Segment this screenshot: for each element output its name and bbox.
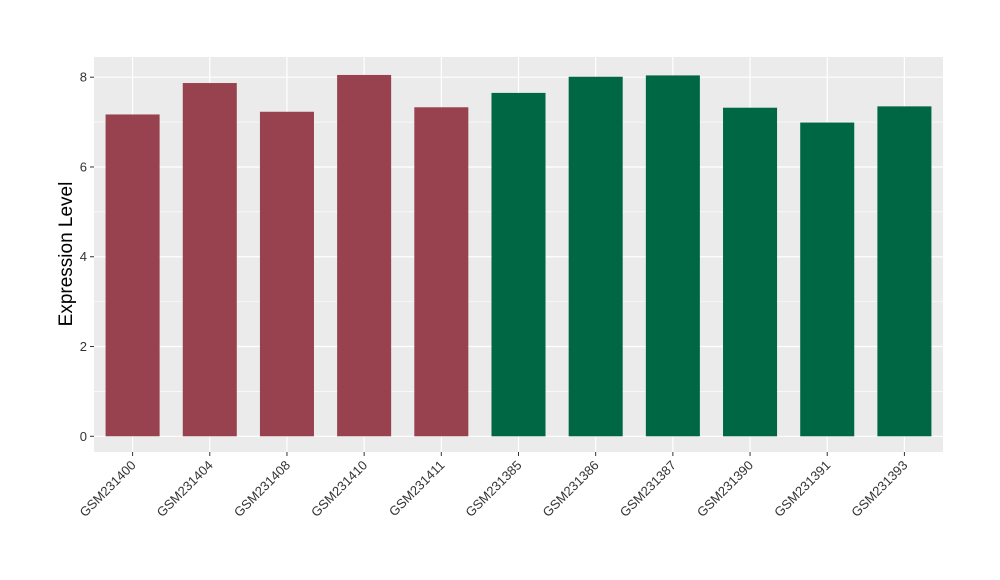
x-tick-label: GSM231386 xyxy=(540,458,602,520)
bar-GSM231411 xyxy=(414,107,469,437)
x-tick-label: GSM231404 xyxy=(154,458,216,520)
x-tick-label: GSM231391 xyxy=(771,458,833,520)
y-axis: 0 2 4 6 8 xyxy=(80,70,94,444)
bar-GSM231387 xyxy=(645,75,700,437)
x-tick-label: GSM231385 xyxy=(462,458,524,520)
x-tick-label: GSM231387 xyxy=(617,458,679,520)
y-tick-label: 2 xyxy=(80,339,87,354)
bar-GSM231408 xyxy=(259,111,314,437)
y-tick-label: 8 xyxy=(80,70,87,85)
x-tick-label: GSM231408 xyxy=(231,458,293,520)
bar-GSM231391 xyxy=(800,122,855,437)
x-tick-label: GSM231411 xyxy=(386,458,448,520)
bar-GSM231410 xyxy=(337,74,392,437)
bar-GSM231385 xyxy=(491,92,546,437)
x-axis: GSM231400 GSM231404 GSM231408 GSM231410 GSM2… xyxy=(76,452,911,520)
y-tick-label: 4 xyxy=(80,249,87,264)
x-tick-label: GSM231393 xyxy=(848,458,910,520)
bar-GSM231404 xyxy=(182,83,237,437)
bar-GSM231393 xyxy=(877,106,932,437)
y-tick-label: 6 xyxy=(80,159,87,174)
bars xyxy=(105,74,932,437)
bar-GSM231386 xyxy=(568,76,623,437)
x-tick-label: GSM231390 xyxy=(694,458,756,520)
bar-GSM231390 xyxy=(723,107,778,437)
y-axis-title: Expression Level xyxy=(56,182,77,327)
y-tick-label: 0 xyxy=(80,429,87,444)
x-tick-label: GSM231410 xyxy=(308,458,370,520)
bar-GSM231400 xyxy=(105,114,160,437)
x-tick-label: GSM231400 xyxy=(76,458,138,520)
